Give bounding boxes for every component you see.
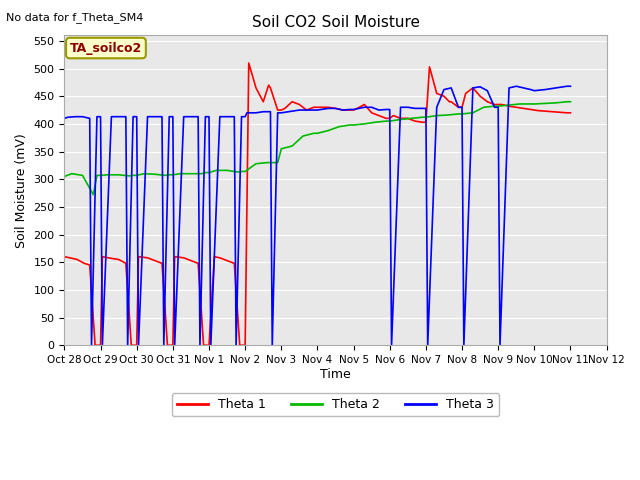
Theta 2 — [61, 174, 68, 180]
Theta 2 — [90, 192, 97, 198]
Theta 3 — [252, 110, 260, 116]
Theta 2 — [566, 99, 574, 105]
Text: TA_soilco2: TA_soilco2 — [70, 42, 142, 55]
Theta 3 — [469, 85, 477, 91]
Theta 2 — [104, 172, 111, 178]
Theta 3 — [513, 84, 520, 89]
Theta 1 — [151, 258, 159, 264]
Theta 1 — [61, 254, 68, 260]
Title: Soil CO2 Soil Moisture: Soil CO2 Soil Moisture — [252, 15, 419, 30]
Theta 3 — [88, 342, 95, 348]
Theta 3 — [165, 114, 173, 120]
Theta 2 — [563, 99, 571, 105]
Theta 3 — [196, 342, 204, 348]
Theta 1 — [180, 255, 188, 261]
Y-axis label: Soil Moisture (mV): Soil Moisture (mV) — [15, 133, 28, 248]
Theta 2 — [360, 121, 368, 127]
Theta 2 — [299, 133, 307, 139]
Theta 1 — [92, 342, 99, 348]
Line: Theta 2: Theta 2 — [65, 102, 570, 195]
Theta 2 — [505, 102, 513, 108]
Theta 1 — [245, 60, 253, 66]
X-axis label: Time: Time — [320, 368, 351, 381]
Line: Theta 1: Theta 1 — [65, 63, 570, 345]
Theta 1 — [281, 106, 289, 111]
Line: Theta 3: Theta 3 — [65, 86, 570, 345]
Theta 2 — [162, 172, 170, 178]
Theta 1 — [216, 255, 223, 261]
Theta 3 — [566, 84, 574, 89]
Theta 3 — [134, 342, 142, 348]
Theta 2 — [187, 171, 195, 177]
Theta 1 — [324, 104, 332, 110]
Theta 3 — [61, 116, 68, 121]
Legend: Theta 1, Theta 2, Theta 3: Theta 1, Theta 2, Theta 3 — [172, 394, 499, 417]
Theta 3 — [296, 107, 303, 113]
Theta 1 — [566, 110, 574, 116]
Theta 1 — [483, 99, 491, 105]
Text: No data for f_Theta_SM4: No data for f_Theta_SM4 — [6, 12, 144, 23]
